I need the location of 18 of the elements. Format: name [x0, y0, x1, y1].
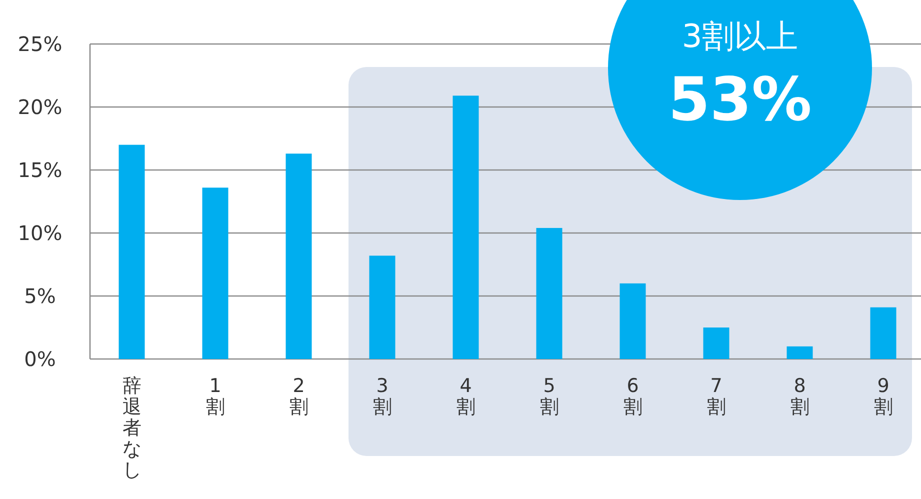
x-tick-label: 6割 — [623, 375, 642, 418]
y-tick-label: 0% — [24, 347, 56, 371]
y-tick-label: 10% — [18, 221, 62, 245]
x-tick-label: 2割 — [289, 375, 308, 418]
annotation: 53% — [668, 65, 812, 135]
y-tick-label: 20% — [18, 95, 62, 119]
x-tick-label: 3割 — [372, 375, 392, 418]
x-tick-label: 8割 — [790, 375, 810, 418]
x-tick-label: 4割 — [456, 375, 476, 418]
y-tick-label: 5% — [24, 284, 56, 308]
y-tick-label: 25% — [18, 32, 62, 56]
x-tick-label: 7割 — [706, 375, 726, 418]
y-tick-label: 15% — [18, 158, 62, 182]
x-tick-label: 1割 — [206, 375, 225, 418]
x-tick-label: 9割 — [874, 375, 893, 418]
annotation: 3割以上 — [682, 17, 798, 55]
x-tick-label: 5割 — [540, 375, 559, 418]
x-tick-label: 辞退者なし — [122, 375, 142, 481]
